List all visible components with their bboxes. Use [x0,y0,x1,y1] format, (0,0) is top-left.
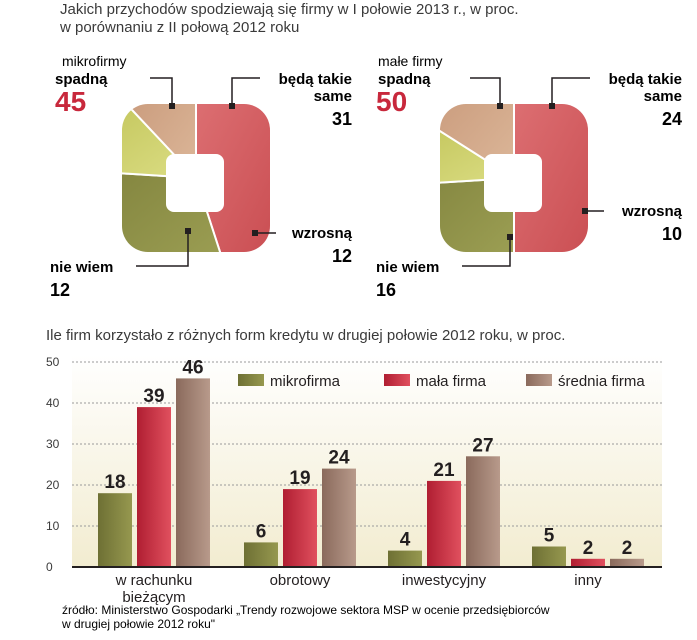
pie-value-decrease: 50 [376,86,407,117]
y-tick-label: 50 [46,355,60,369]
legend-swatch [238,374,264,386]
chart-title-line1: Jakich przychodów spodziewają się firmy … [60,1,519,18]
bar [388,550,422,567]
pie-label-same: będą takie same [279,71,352,105]
y-tick-label: 10 [46,519,60,533]
bar [427,480,461,567]
y-tick-label: 20 [46,478,60,492]
bar-value-label: 39 [143,386,164,407]
pie-slice-dontknow [122,104,197,181]
pie-label-increase: wzrosną [291,225,353,242]
bar-value-label: 18 [104,472,125,493]
pie-label-same: będą takie same [609,71,682,105]
pie-label-dontknow: nie wiem [50,259,113,276]
pie-label-increase: wzrosną [621,203,683,220]
pie-label-decrease: spadną [378,71,431,88]
bar [532,546,566,567]
pie-slice-increase [122,104,199,180]
legend-label: mała firma [416,373,487,390]
pie-title: małe firmy [378,53,443,69]
pie-slice-increase [440,104,518,188]
bar-value-label: 6 [256,521,267,542]
bar-value-label: 2 [622,538,633,559]
source-line1: źródło: Ministerstwo Gospodarki „Trendy … [62,603,550,617]
bar [283,489,317,567]
bar [466,456,500,567]
pie-value-increase: 10 [662,224,682,244]
bar-value-label: 21 [433,460,455,481]
bar-chart-title: Ile firm korzystało z różnych form kredy… [46,327,565,344]
bar [244,542,278,567]
bar [610,558,644,567]
bar-value-label: 24 [328,448,350,469]
legend-label: mikrofirma [270,373,341,390]
bar [176,378,210,567]
x-category-label: w rachunku bieżącym [115,572,193,606]
pie-chart-small: małe firmy spadną 50 będą takie same 24 w… [376,53,683,300]
legend-swatch [526,374,552,386]
pie-center-hole [484,154,542,212]
bar-value-label: 5 [544,526,555,547]
y-tick-label: 30 [46,437,60,451]
bar [571,558,605,567]
bar [137,407,171,567]
bar [322,468,356,567]
bar-value-label: 46 [182,357,203,378]
x-category-label: inny [574,572,602,589]
bar [98,493,132,567]
pie-chart-micro: mikrofirmy spadną 45 będą takie same 31 w… [50,53,353,300]
chart-title-line2: w porównaniu z II połową 2012 roku [60,19,300,36]
pie-label-decrease: spadną [55,71,108,88]
bar-value-label: 2 [583,538,594,559]
bar-chart: 0 10 20 30 40 50 18 39 46 6 19 24 4 21 27 5 2 2 w rachun… [46,355,662,606]
pie-value-decrease: 45 [55,86,86,117]
pie-slice-decrease [513,104,588,252]
y-tick-label: 0 [46,560,53,574]
pie-center-hole [166,154,224,212]
pie-value-dontknow: 12 [50,280,70,300]
bar-value-label: 4 [400,530,411,551]
pie-label-dontknow: nie wiem [376,259,439,276]
x-category-label: inwestycyjny [402,572,487,589]
pie-value-dontknow: 16 [376,280,396,300]
source-line2: w drugiej połowie 2012 roku" [61,617,215,631]
bar-value-label: 27 [472,435,493,456]
pie-slice-dontknow [440,104,515,180]
x-category-label: obrotowy [270,572,331,589]
legend-label: średnia firma [558,373,645,390]
pie-value-same: 24 [662,109,682,129]
pie-title: mikrofirmy [62,53,127,69]
y-tick-label: 40 [46,396,60,410]
pie-value-same: 31 [332,109,352,129]
pie-value-increase: 12 [332,246,352,266]
bar-value-label: 19 [289,468,310,489]
legend-swatch [384,374,410,386]
